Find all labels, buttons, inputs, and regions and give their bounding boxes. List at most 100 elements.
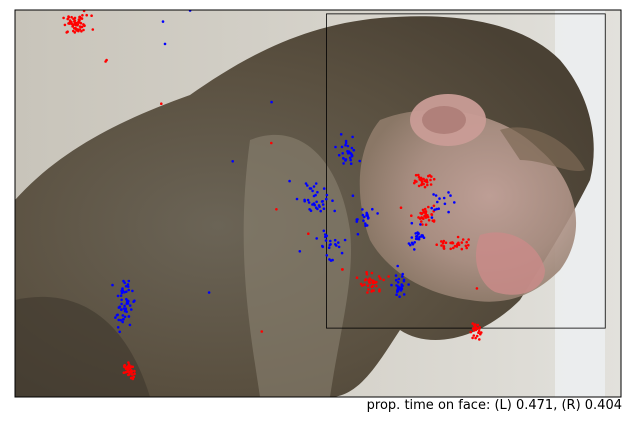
gaze-point-right bbox=[453, 201, 456, 204]
gaze-point-right bbox=[122, 279, 125, 283]
gaze-point-left bbox=[421, 208, 425, 212]
gaze-point-left bbox=[270, 141, 273, 145]
gaze-point-left bbox=[133, 372, 136, 376]
gaze-point-left bbox=[417, 184, 421, 188]
gaze-point-left bbox=[420, 180, 424, 183]
gaze-point-left bbox=[432, 177, 436, 181]
gaze-point-left bbox=[472, 329, 476, 332]
gaze-point-right bbox=[329, 243, 332, 246]
gaze-point-right bbox=[410, 241, 414, 245]
gaze-point-right bbox=[331, 258, 334, 262]
gaze-point-left bbox=[127, 361, 130, 364]
gaze-point-left bbox=[449, 247, 453, 251]
gaze-point-left bbox=[341, 268, 344, 271]
gaze-point-right bbox=[340, 251, 344, 255]
gaze-point-right bbox=[415, 234, 419, 238]
gaze-point-left bbox=[456, 235, 460, 239]
gaze-point-right bbox=[306, 198, 310, 202]
gaze-point-right bbox=[128, 323, 132, 327]
gaze-point-left bbox=[420, 216, 423, 219]
gaze-point-right bbox=[317, 204, 321, 207]
gaze-point-left bbox=[66, 17, 69, 21]
gaze-point-left bbox=[129, 376, 133, 380]
gaze-point-left bbox=[364, 278, 368, 281]
gaze-point-left bbox=[475, 334, 479, 338]
gaze-point-left bbox=[67, 15, 70, 18]
gaze-point-right bbox=[126, 285, 130, 289]
gaze-point-right bbox=[356, 232, 360, 236]
gaze-point-left bbox=[423, 207, 427, 211]
gaze-point-right bbox=[120, 298, 123, 302]
gaze-point-left bbox=[375, 284, 378, 288]
gaze-point-left bbox=[74, 26, 77, 30]
gaze-point-left bbox=[429, 178, 432, 182]
gaze-series-left bbox=[62, 10, 483, 381]
gaze-point-right bbox=[395, 284, 398, 287]
gaze-point-left bbox=[456, 242, 459, 246]
gaze-point-left bbox=[417, 216, 420, 219]
gaze-point-right bbox=[340, 145, 344, 149]
gaze-point-left bbox=[78, 15, 82, 19]
gaze-point-left bbox=[427, 174, 430, 178]
gaze-point-left bbox=[473, 323, 477, 326]
gaze-point-left bbox=[307, 232, 310, 235]
gaze-point-right bbox=[114, 316, 117, 319]
gaze-point-right bbox=[315, 200, 318, 204]
gaze-point-left bbox=[90, 14, 93, 17]
gaze-point-left bbox=[410, 214, 413, 217]
gaze-point-right bbox=[394, 274, 398, 277]
gaze-points bbox=[62, 10, 483, 381]
gaze-point-left bbox=[423, 214, 427, 218]
gaze-point-right bbox=[333, 238, 337, 242]
gaze-point-left bbox=[413, 181, 416, 185]
gaze-point-right bbox=[397, 277, 401, 281]
gaze-point-left bbox=[451, 241, 455, 245]
gaze-point-right bbox=[434, 194, 438, 197]
gaze-point-right bbox=[311, 189, 314, 193]
gaze-point-left bbox=[127, 367, 130, 371]
gaze-point-left bbox=[368, 278, 372, 281]
gaze-point-right bbox=[315, 237, 319, 240]
gaze-point-right bbox=[295, 197, 299, 201]
gaze-point-left bbox=[131, 373, 134, 376]
gaze-point-right bbox=[402, 279, 406, 283]
gaze-point-right bbox=[231, 160, 234, 163]
gaze-point-left bbox=[426, 183, 429, 187]
gaze-point-right bbox=[322, 207, 326, 210]
gaze-point-left bbox=[414, 173, 418, 177]
gaze-point-right bbox=[325, 193, 329, 197]
gaze-point-right bbox=[312, 185, 316, 188]
gaze-point-left bbox=[467, 243, 470, 247]
gaze-point-right bbox=[390, 283, 393, 287]
gaze-point-left bbox=[469, 330, 473, 334]
gaze-point-left bbox=[367, 288, 370, 291]
gaze-point-right bbox=[121, 314, 125, 317]
gaze-point-left bbox=[75, 21, 78, 25]
gaze-point-left bbox=[474, 336, 477, 340]
gaze-point-right bbox=[115, 314, 119, 317]
gaze-point-right bbox=[123, 315, 127, 319]
gaze-point-right bbox=[437, 207, 441, 210]
gaze-point-left bbox=[132, 375, 136, 379]
gaze-point-left bbox=[128, 370, 131, 374]
gaze-point-right bbox=[343, 238, 347, 242]
gaze-point-right bbox=[316, 190, 319, 194]
gaze-point-right bbox=[413, 241, 417, 244]
gaze-point-left bbox=[471, 336, 474, 340]
gaze-point-right bbox=[407, 242, 411, 245]
gaze-point-right bbox=[351, 135, 354, 139]
gaze-point-left bbox=[429, 183, 433, 186]
gaze-point-right bbox=[131, 289, 134, 293]
gaze-point-right bbox=[430, 206, 434, 210]
gaze-point-left bbox=[366, 284, 370, 288]
gaze-point-left bbox=[465, 240, 469, 244]
gaze-point-left bbox=[382, 278, 386, 282]
gaze-point-right bbox=[350, 146, 354, 150]
gaze-point-left bbox=[424, 212, 427, 215]
gaze-point-left bbox=[477, 331, 480, 335]
gaze-point-right bbox=[418, 235, 421, 239]
gaze-point-right bbox=[125, 290, 128, 294]
gaze-point-right bbox=[349, 158, 353, 162]
gaze-point-left bbox=[122, 371, 126, 375]
gaze-point-right bbox=[120, 291, 124, 295]
